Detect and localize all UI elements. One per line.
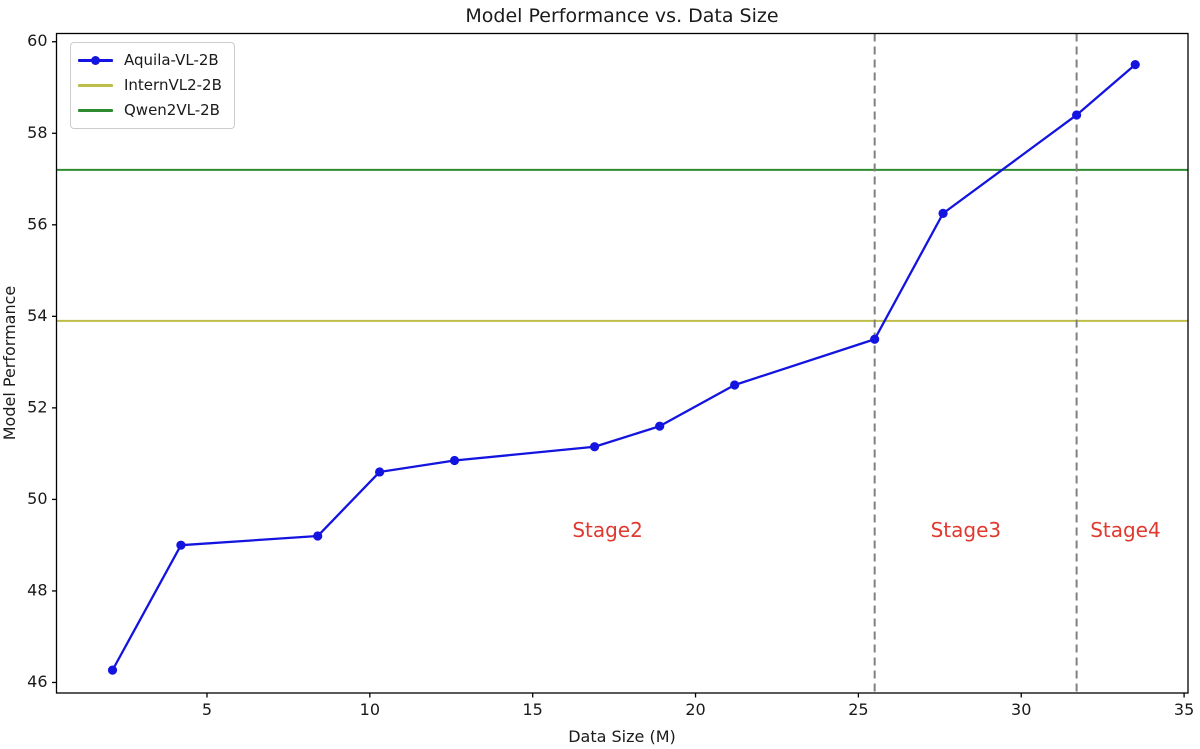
x-tick-label: 15 [523, 700, 543, 719]
annotation-stage2: Stage2 [572, 518, 643, 542]
data-point-marker [449, 455, 460, 466]
legend-sample-marker-dot [91, 56, 100, 65]
x-tick-label: 10 [360, 700, 380, 719]
x-axis-label: Data Size (M) [568, 727, 676, 746]
y-tick-label: 48 [27, 580, 47, 599]
y-tick-label: 52 [27, 397, 47, 416]
legend-item-label: InternVL2-2B [124, 76, 222, 94]
x-tick-label: 20 [685, 700, 705, 719]
data-point-marker [589, 442, 600, 452]
legend-item: Qwen2VL-2B [78, 98, 222, 123]
data-point-marker [176, 540, 186, 550]
data-point-marker [938, 208, 948, 218]
y-tick-label: 50 [27, 489, 47, 508]
legend-sample-line [78, 109, 113, 112]
data-point-marker [107, 665, 118, 675]
chart-title: Model Performance vs. Data Size [465, 5, 778, 27]
legend-item-label: Aquila-VL-2B [124, 51, 219, 69]
legend-line-sample [78, 105, 113, 116]
y-tick-label: 46 [27, 672, 47, 691]
annotation-stage4: Stage4 [1090, 518, 1161, 542]
x-tick-label: 30 [1011, 700, 1031, 719]
y-tick-label: 60 [27, 31, 47, 50]
data-point-marker [655, 421, 665, 431]
y-tick-label: 56 [27, 214, 47, 233]
x-tick-label: 35 [1174, 700, 1194, 719]
legend-item: Aquila-VL-2B [78, 48, 222, 73]
legend-line-sample [78, 55, 113, 66]
data-point-marker [374, 467, 385, 477]
legend-sample-line [78, 84, 113, 87]
x-tick-label: 5 [202, 700, 212, 719]
data-point-marker [730, 380, 740, 390]
y-axis-label: Model Performance [0, 286, 19, 441]
data-point-marker [313, 531, 323, 541]
legend-item: InternVL2-2B [78, 73, 222, 98]
annotation-stage3: Stage3 [931, 518, 1002, 542]
y-tick-label: 54 [27, 306, 47, 325]
legend-line-sample [78, 80, 113, 91]
data-point-marker [1130, 60, 1140, 70]
series-line-aquila-vl-2b [111, 63, 1136, 671]
legend-item-label: Qwen2VL-2B [124, 101, 220, 119]
plot-area: 5 10 15 20 25 30 35 46 48 50 52 54 56 58 60 Stage2 Stage… [27, 31, 1194, 719]
axes-spines [55, 32, 1189, 694]
data-point-marker [1072, 110, 1082, 120]
y-tick-label: 58 [27, 123, 47, 142]
x-tick-label: 25 [848, 700, 868, 719]
data-point-marker [870, 334, 880, 344]
legend: Aquila-VL-2B InternVL2-2B Qwen2VL-2B [70, 42, 235, 129]
